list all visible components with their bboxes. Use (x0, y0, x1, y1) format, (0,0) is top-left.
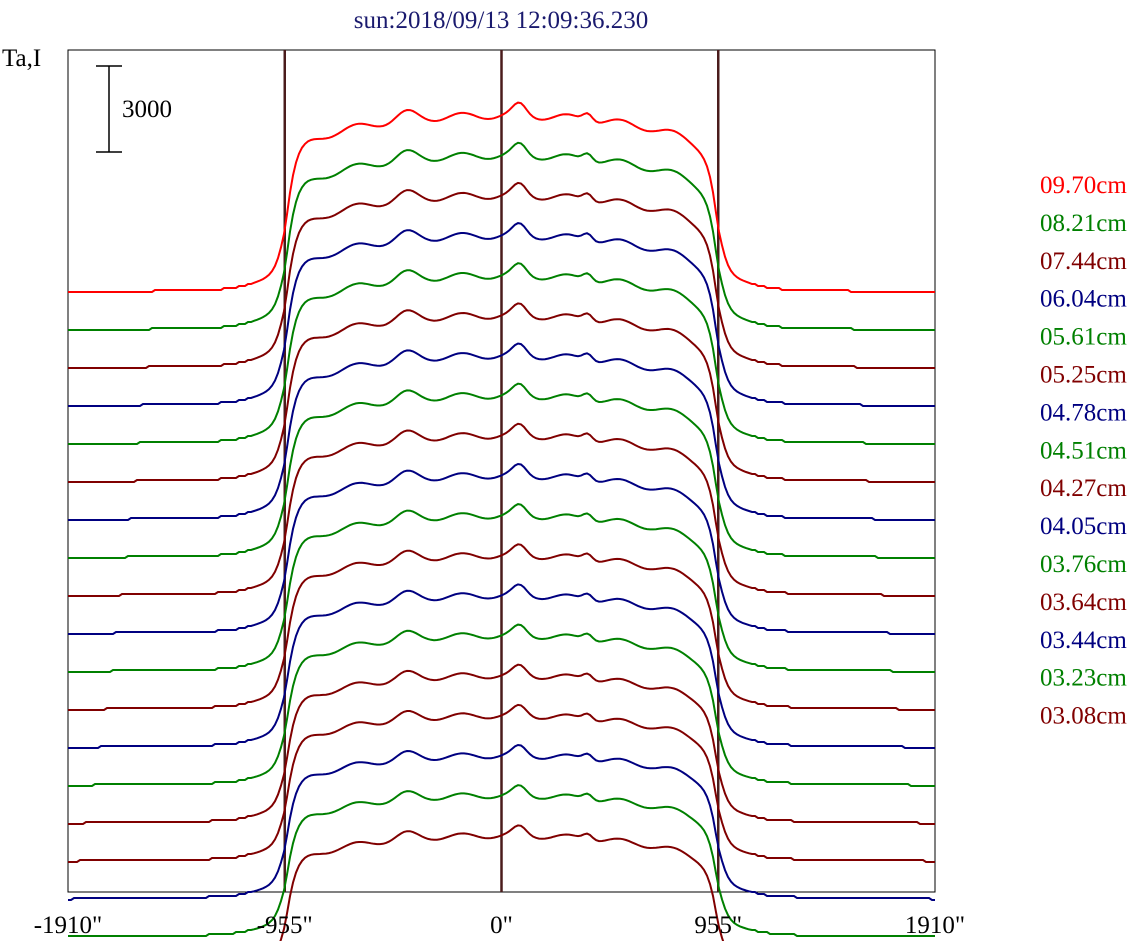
legend-entry: 03.23cm (1040, 665, 1127, 692)
series-line-03.76cm (68, 503, 935, 673)
legend-entry: 04.05cm (1040, 513, 1127, 540)
legend-entry: 04.27cm (1040, 475, 1127, 502)
series-line-05.61cm (68, 262, 935, 445)
legend-entry: 09.70cm (1040, 172, 1127, 199)
x-tick-label: -955" (257, 912, 313, 939)
series-line-04.05cm (68, 462, 935, 635)
legend-entry: 03.64cm (1040, 589, 1127, 616)
scale-bar-label: 3000 (122, 96, 172, 123)
legend-entry: 06.04cm (1040, 286, 1127, 313)
legend-entry: 05.61cm (1040, 324, 1127, 351)
series-lines (68, 101, 935, 941)
legend-entry: 03.44cm (1040, 627, 1127, 654)
series-line-05.25cm (68, 302, 935, 483)
series-line-unlabeled-16 (68, 743, 935, 901)
series-line-03.44cm (68, 583, 935, 749)
series-line-07.44cm (68, 181, 935, 369)
legend-entry: 08.21cm (1040, 210, 1127, 237)
legend-entry: 07.44cm (1040, 248, 1127, 275)
series-line-unlabeled-18 (279, 824, 725, 941)
x-tick-labels: -1910" -955" 0" 955" 1910" (34, 912, 965, 939)
series-line-09.70cm (68, 101, 935, 293)
series-line-03.64cm (68, 543, 935, 711)
series-line-04.27cm (68, 422, 935, 597)
legend-entry: 04.51cm (1040, 437, 1127, 464)
x-tick-label: 1910" (905, 912, 965, 939)
series-line-04.51cm (68, 382, 935, 559)
series-line-06.04cm (68, 222, 935, 407)
legend-entry: 03.76cm (1040, 551, 1127, 578)
y-axis-label: Ta,I (2, 45, 41, 72)
series-line-unlabeled-15 (68, 703, 935, 863)
x-tick-label: 955" (694, 912, 742, 939)
x-tick-label: 0" (490, 912, 513, 939)
series-line-04.78cm (68, 342, 935, 521)
legend-entry: 05.25cm (1040, 362, 1127, 389)
legend-entry: 04.78cm (1040, 399, 1127, 426)
vertical-reference-lines (283, 50, 720, 892)
legend: 09.70cm 08.21cm 07.44cm 06.04cm 05.61cm 05.25… (1040, 172, 1127, 730)
legend-entry: 03.08cm (1040, 703, 1127, 730)
series-line-03.23cm (68, 623, 935, 787)
x-tick-label: -1910" (34, 912, 103, 939)
series-line-03.08cm (68, 663, 935, 825)
chart-title: sun:2018/09/13 12:09:36.230 (354, 7, 648, 34)
scale-bar: 3000 (96, 65, 172, 153)
series-line-unlabeled-17 (68, 784, 935, 937)
series-line-08.21cm (68, 141, 935, 331)
